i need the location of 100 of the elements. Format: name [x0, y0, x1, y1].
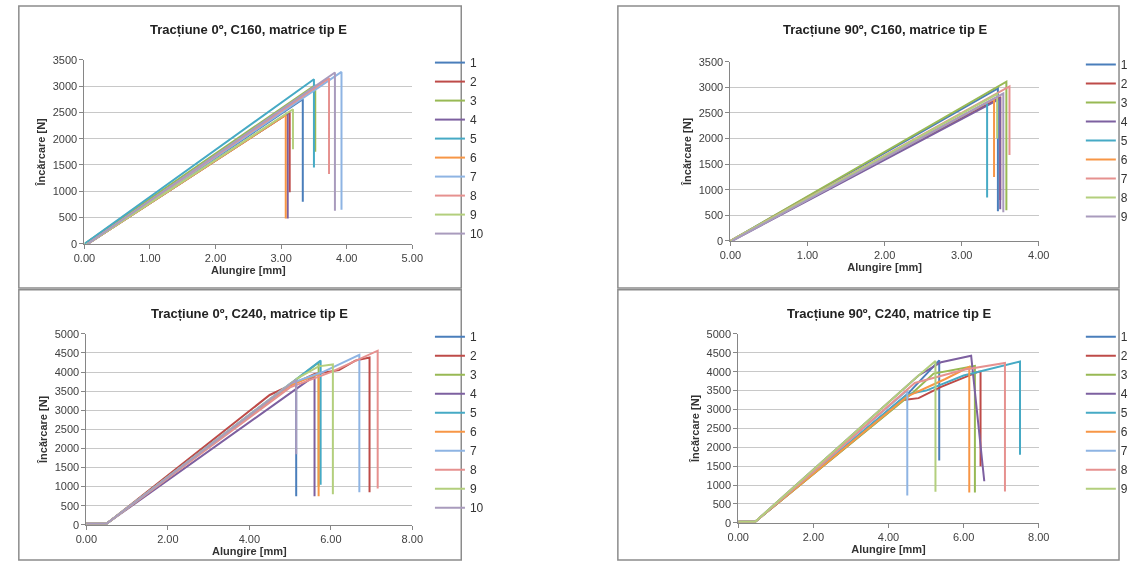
legend-label: 1 — [469, 330, 477, 345]
x-tick-label: 0.00 — [73, 252, 96, 265]
y-tick-label: 4000 — [706, 365, 732, 378]
y-tick-label: 3000 — [52, 79, 78, 92]
legend-label: 4 — [469, 113, 477, 128]
y-tick-label: 2000 — [52, 132, 78, 145]
y-tick-label: 3500 — [698, 55, 724, 68]
x-tick-label: 2.00 — [802, 531, 825, 544]
x-tick-label: 8.00 — [401, 532, 424, 545]
y-tick-label: 1000 — [54, 480, 80, 493]
x-tick-label: 2.00 — [204, 252, 227, 265]
legend-label: 4 — [469, 387, 477, 402]
legend-label: 6 — [469, 151, 477, 166]
legend-label: 9 — [1120, 210, 1128, 225]
legend-label: 1 — [469, 56, 477, 71]
x-tick-label: 0.00 — [719, 249, 742, 262]
x-axis-title: Alungire [mm] — [851, 543, 927, 556]
legend-label: 5 — [469, 132, 477, 147]
legend-label: 1 — [1120, 58, 1128, 73]
y-tick-label: 2500 — [698, 106, 724, 119]
x-tick-label: 0.00 — [75, 532, 98, 545]
legend-label: 7 — [1120, 444, 1128, 459]
y-axis-title: Încărcare [N] — [681, 117, 694, 186]
legend-label: 6 — [1120, 153, 1128, 168]
x-tick-label: 6.00 — [320, 532, 342, 545]
y-tick-label: 0 — [724, 516, 732, 529]
y-tick-label: 1500 — [706, 459, 732, 472]
legend-label: 10 — [469, 227, 484, 242]
legend-label: 5 — [469, 406, 477, 421]
legend-label: 2 — [1120, 349, 1128, 364]
y-tick-label: 4500 — [54, 346, 80, 359]
y-tick-label: 1500 — [54, 461, 80, 474]
x-tick-label: 4.00 — [238, 532, 261, 545]
y-tick-label: 2500 — [52, 106, 78, 119]
x-axis-title: Alungire [mm] — [847, 261, 923, 274]
y-tick-label: 500 — [60, 499, 80, 512]
y-tick-label: 1000 — [698, 183, 724, 196]
y-tick-label: 500 — [704, 209, 724, 222]
legend-label: 2 — [469, 349, 477, 364]
y-tick-label: 3000 — [698, 81, 724, 94]
legend-label: 7 — [469, 170, 477, 185]
y-tick-label: 1500 — [52, 158, 78, 171]
chart-title: Tracțiune 0º, C160, matrice tip E — [150, 22, 348, 37]
x-tick-label: 1.00 — [796, 249, 819, 262]
y-tick-label: 2500 — [54, 423, 80, 436]
chart-title: Tracțiune 90º, C240, matrice tip E — [787, 306, 992, 321]
y-tick-label: 0 — [71, 237, 78, 250]
y-tick-label: 3500 — [706, 384, 732, 397]
legend-label: 7 — [1120, 172, 1128, 187]
x-tick-label: 4.00 — [877, 531, 900, 544]
legend-label: 4 — [1120, 115, 1128, 130]
legend-label: 3 — [469, 94, 477, 109]
x-tick-label: 0.00 — [727, 531, 749, 544]
y-axis-title: Încărcare [N] — [689, 394, 702, 463]
x-axis-title: Alungire [mm] — [211, 264, 286, 277]
legend-label: 3 — [469, 368, 477, 383]
legend-label: 9 — [1120, 482, 1128, 497]
y-tick-label: 3000 — [54, 404, 80, 417]
x-tick-label: 3.00 — [270, 252, 292, 265]
chart-title: Tracțiune 90º, C160, matrice tip E — [783, 22, 988, 37]
y-tick-label: 5000 — [706, 327, 732, 340]
y-axis-title: Încărcare [N] — [35, 117, 48, 187]
legend-label: 8 — [1120, 191, 1128, 206]
y-tick-label: 5000 — [54, 327, 80, 340]
legend-label: 8 — [1120, 463, 1128, 478]
x-tick-label: 4.00 — [1028, 249, 1050, 262]
y-tick-label: 4000 — [54, 365, 80, 378]
y-tick-label: 2000 — [706, 441, 732, 454]
y-tick-label: 2500 — [706, 422, 732, 435]
y-tick-label: 3500 — [52, 53, 78, 66]
legend-label: 6 — [1120, 425, 1128, 440]
y-tick-label: 4500 — [706, 346, 732, 359]
legend-label: 1 — [1120, 330, 1128, 345]
y-tick-label: 0 — [717, 234, 724, 247]
legend-label: 2 — [1120, 77, 1128, 92]
x-tick-label: 8.00 — [1028, 531, 1050, 544]
x-tick-label: 5.00 — [401, 252, 424, 265]
y-tick-label: 2000 — [698, 132, 724, 145]
legend-label: 9 — [469, 482, 477, 497]
y-tick-label: 500 — [712, 497, 732, 510]
y-axis-title: Încărcare [N] — [37, 395, 50, 464]
legend-label: 4 — [1120, 387, 1128, 402]
y-tick-label: 1500 — [698, 157, 724, 170]
y-tick-label: 2000 — [54, 442, 80, 455]
legend-label: 7 — [469, 444, 477, 459]
legend-label: 5 — [1120, 406, 1128, 421]
x-tick-label: 3.00 — [950, 249, 973, 262]
x-tick-label: 6.00 — [952, 531, 975, 544]
x-tick-label: 2.00 — [157, 532, 179, 545]
chart-title: Tracțiune 0º, C240, matrice tip E — [151, 306, 349, 321]
legend-label: 8 — [469, 189, 477, 204]
x-tick-label: 4.00 — [336, 252, 358, 265]
legend-label: 5 — [1120, 134, 1128, 149]
y-tick-label: 500 — [58, 211, 78, 224]
legend-label: 3 — [1120, 368, 1128, 383]
x-tick-label: 2.00 — [873, 249, 896, 262]
legend-label: 8 — [469, 463, 477, 478]
legend-label: 3 — [1120, 96, 1128, 111]
y-tick-label: 1000 — [52, 185, 78, 198]
y-tick-label: 1000 — [706, 478, 732, 491]
